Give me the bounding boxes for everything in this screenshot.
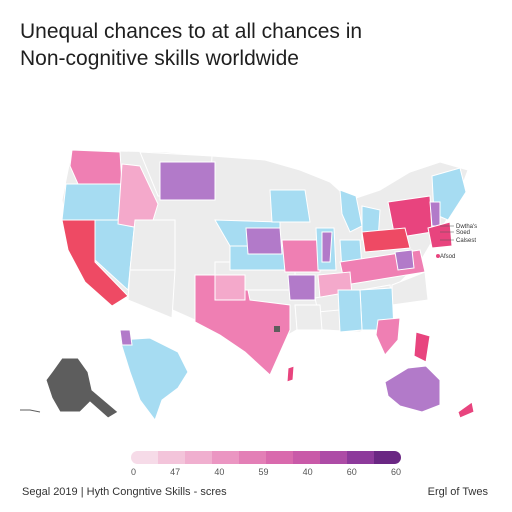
region-iowa[interactable] (245, 227, 283, 255)
region-alabama[interactable] (337, 289, 363, 333)
region-pennsylvania[interactable] (361, 227, 411, 253)
region-new-jersey[interactable] (427, 221, 453, 249)
region-vermont[interactable] (429, 201, 441, 227)
region-florida[interactable] (375, 317, 401, 356)
color-scale-legend (131, 451, 401, 464)
annotation-3: Calsest (456, 238, 476, 244)
lake-michigan (339, 189, 363, 233)
legend-swatch (266, 451, 293, 464)
marker-texas[interactable] (274, 326, 280, 332)
legend-swatch (320, 451, 347, 464)
region-utah[interactable] (129, 219, 176, 271)
region-indiana[interactable] (321, 231, 333, 263)
annotation-4: Afsod (440, 254, 455, 260)
title-line-1: Unequal chances to at all chances in (20, 20, 363, 43)
legend-swatch (374, 451, 401, 464)
legend-swatch (158, 451, 185, 464)
legend-swatch (131, 451, 158, 464)
map-title: Unequal chances to at all chances in Non… (20, 18, 362, 72)
legend-tick: 0 (131, 467, 137, 477)
legend-ticks: 0 47 40 59 40 60 60 (131, 467, 401, 479)
legend-swatch (347, 451, 374, 464)
legend-tick: 40 (302, 467, 313, 477)
region-oregon[interactable] (61, 183, 123, 221)
region-south-pacific[interactable] (457, 401, 475, 419)
region-arizona[interactable] (127, 269, 176, 319)
region-texas-panhandle[interactable] (214, 274, 246, 301)
legend-swatch (185, 451, 212, 464)
region-australia[interactable] (384, 365, 441, 413)
legend-tick: 60 (346, 467, 357, 477)
region-louisiana[interactable] (294, 304, 323, 331)
region-alaska[interactable] (45, 357, 119, 419)
annotation-1: Dwtha's (456, 224, 477, 230)
legend-tick: 60 (390, 467, 401, 477)
region-central-america[interactable] (119, 337, 189, 422)
legend-swatch (212, 451, 239, 464)
region-arkansas[interactable] (287, 274, 316, 301)
legend-swatch (239, 451, 266, 464)
region-gulf-island[interactable] (286, 365, 295, 383)
region-idaho[interactable] (117, 163, 159, 231)
region-washington[interactable] (69, 149, 123, 185)
legend-tick: 59 (258, 467, 269, 477)
legend-tick: 47 (170, 467, 181, 477)
region-florida-keys[interactable] (413, 331, 431, 363)
annotation-2: Soed (456, 230, 470, 236)
footer-credit: Ergl of Twes (427, 486, 488, 498)
legend-swatch (293, 451, 320, 464)
region-west-virginia[interactable] (394, 249, 415, 271)
region-alaska-chain (20, 409, 41, 413)
northeast-annotations: Dwtha's Soed Calsest Afsod (436, 224, 477, 260)
title-line-2: Non-cognitive skills worldwide (20, 47, 299, 70)
region-missouri[interactable] (281, 239, 321, 273)
footer-source: Segal 2019 | Hyth Congntive Skills - scr… (22, 486, 227, 498)
region-wyoming[interactable] (159, 161, 216, 201)
region-central-america-pink[interactable] (119, 329, 133, 346)
legend-tick: 40 (214, 467, 225, 477)
region-minnesota[interactable] (269, 189, 311, 223)
